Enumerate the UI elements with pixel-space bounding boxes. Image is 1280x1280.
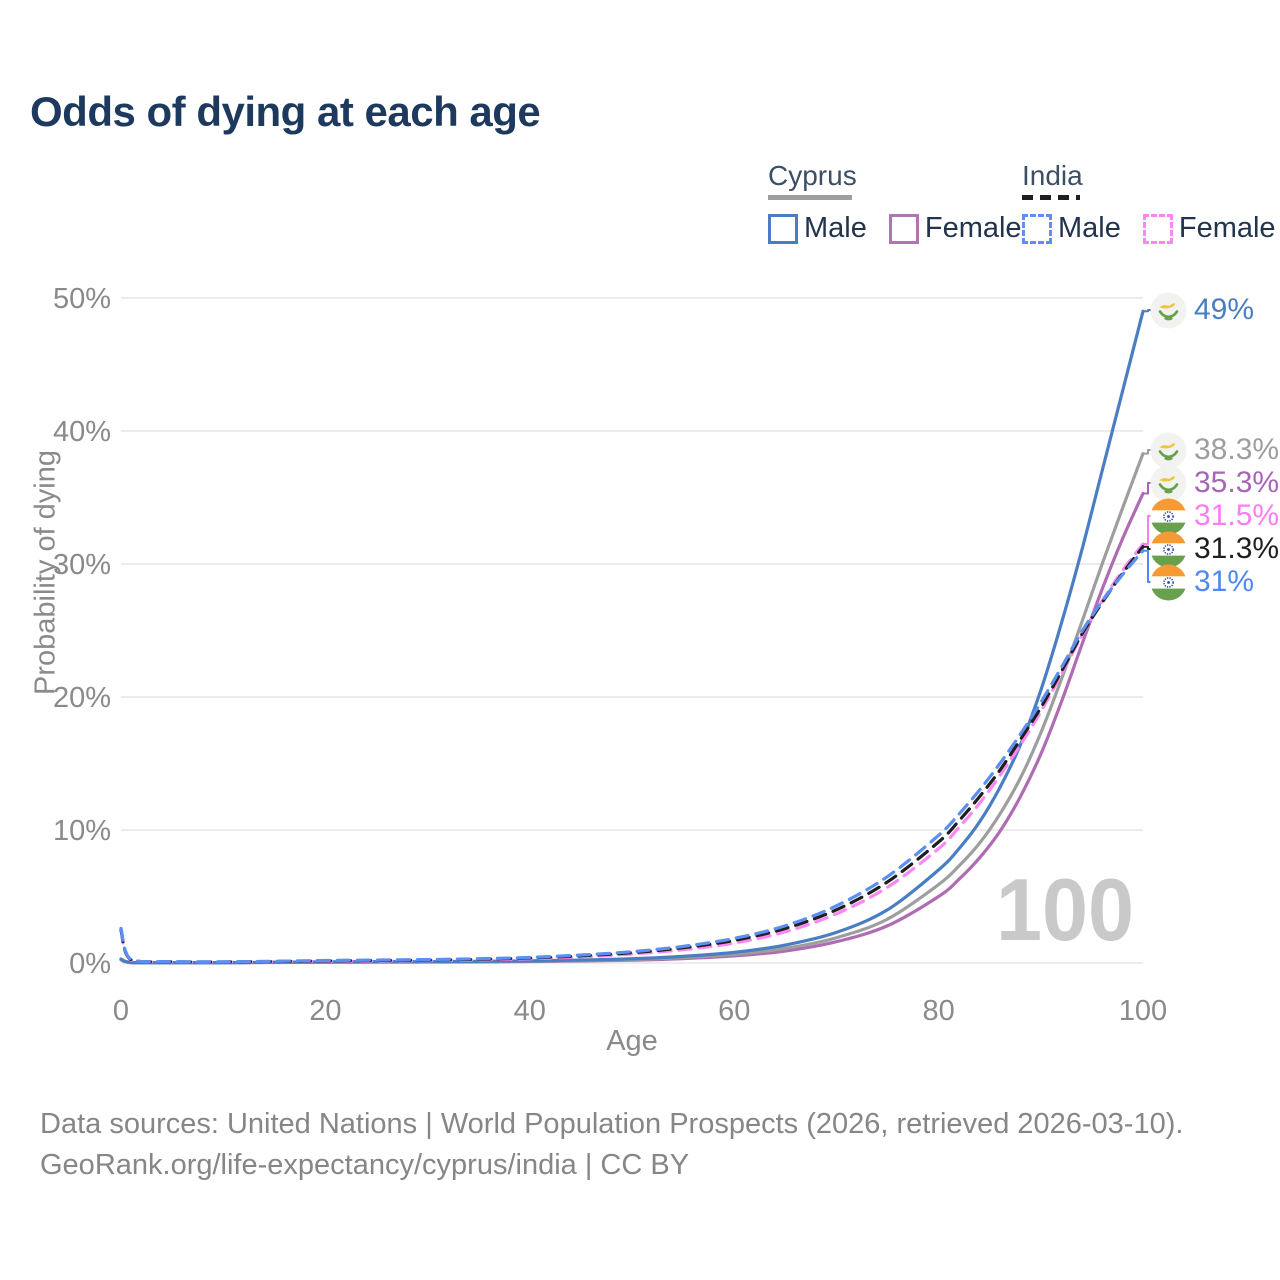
cyprus-flag-icon: [1150, 292, 1187, 328]
cyprus-total-line-swatch: [768, 195, 852, 200]
legend-label: Female: [1178, 212, 1276, 244]
cyprus-flag-icon: [1150, 465, 1187, 501]
end-label-cyprus_female: 35.3%: [1150, 465, 1279, 502]
legend-country-cyprus[interactable]: Cyprus: [768, 160, 857, 191]
end-label-india_male: 31%: [1150, 564, 1254, 601]
x-tick-label: 80: [922, 995, 954, 1027]
india-male-swatch-icon: [1022, 213, 1052, 244]
x-axis-title: Age: [606, 1025, 658, 1057]
y-axis-title: Probability of dying: [29, 449, 62, 696]
x-tick-label: 100: [1119, 995, 1167, 1027]
x-tick-label: 0: [113, 995, 129, 1027]
leader-line-india_total: [1143, 545, 1152, 550]
india-flag-icon: [1150, 531, 1187, 567]
footer: Data sources: United Nations | World Pop…: [40, 1104, 1183, 1186]
legend-label: Female: [924, 212, 1022, 244]
x-tick-label: 40: [514, 995, 546, 1027]
legend-country-india[interactable]: India: [1022, 160, 1083, 191]
end-label-india_total: 31.3%: [1150, 531, 1279, 568]
page-title: Odds of dying at each age: [30, 88, 541, 135]
leader-line-cyprus_total: [1143, 449, 1152, 455]
legend-item-cyprus-male[interactable]: Male: [768, 212, 867, 245]
data-sources-text: Data sources: United Nations | World Pop…: [40, 1108, 1184, 1140]
end-label-cyprus_total: 38.3%: [1150, 432, 1279, 469]
india-female-swatch-icon: [1142, 213, 1173, 244]
series-line-cyprus_total[interactable]: [119, 452, 1145, 965]
end-label-value: 35.3%: [1194, 466, 1280, 499]
leader-line-cyprus_female: [1143, 482, 1152, 495]
series-line-india_male[interactable]: [119, 549, 1145, 964]
series-line-india_female[interactable]: [119, 542, 1145, 964]
india-total-line-swatch: [1022, 195, 1080, 200]
y-tick-label: 0%: [69, 948, 111, 980]
cyprus-female-swatch-icon: [888, 213, 919, 244]
end-label-value: 38.3%: [1194, 433, 1280, 466]
india-flag-icon: [1150, 564, 1187, 600]
legend-label: Male: [804, 212, 867, 244]
age-counter-watermark: 100: [996, 860, 1135, 959]
end-label-india_female: 31.5%: [1150, 498, 1279, 535]
y-tick-label: 20%: [53, 682, 111, 714]
end-label-value: 49%: [1194, 293, 1255, 326]
cyprus-male-swatch-icon: [768, 213, 798, 244]
end-label-value: 31.5%: [1194, 499, 1280, 532]
legend-item-india-male[interactable]: Male: [1022, 212, 1121, 245]
y-tick-label: 40%: [53, 416, 111, 448]
x-tick-label: 20: [309, 995, 341, 1027]
india-flag-icon: [1150, 498, 1187, 534]
end-label-cyprus_male: 49%: [1150, 292, 1254, 329]
y-tick-label: 50%: [53, 283, 111, 315]
legend-label: Male: [1058, 212, 1121, 244]
series-line-cyprus_male[interactable]: [119, 309, 1145, 965]
leader-line-india_male: [1143, 549, 1152, 583]
legend-item-india-female[interactable]: Female: [1142, 212, 1276, 245]
end-label-value: 31%: [1194, 565, 1255, 598]
leader-line-india_female: [1143, 515, 1152, 546]
cyprus-flag-icon: [1150, 432, 1187, 468]
attribution-text: GeoRank.org/life-expectancy/cyprus/india…: [40, 1149, 690, 1181]
legend-item-cyprus-female[interactable]: Female: [888, 212, 1022, 245]
leader-line-cyprus_male: [1143, 309, 1152, 313]
series-line-india_total[interactable]: [119, 545, 1145, 964]
legend-group-india: India Male Female: [1022, 160, 1280, 245]
y-tick-label: 10%: [53, 815, 111, 847]
legend-group-cyprus: Cyprus Male Female: [768, 160, 1044, 245]
y-tick-label: 30%: [53, 549, 111, 581]
x-tick-label: 60: [718, 995, 750, 1027]
end-label-value: 31.3%: [1194, 532, 1280, 565]
